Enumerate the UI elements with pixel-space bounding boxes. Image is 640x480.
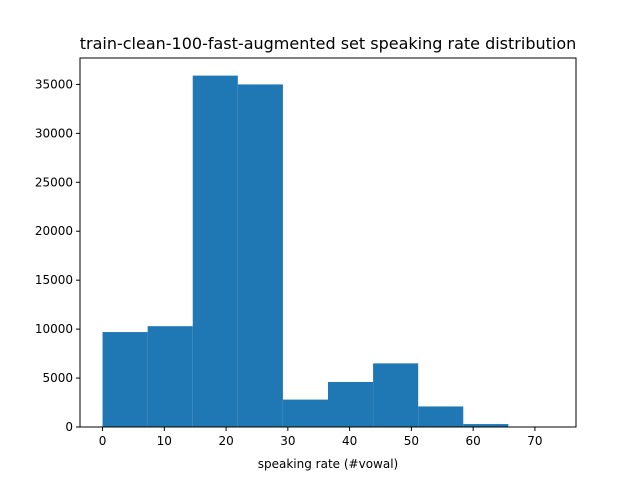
histogram-bar <box>282 399 328 427</box>
histogram-bar <box>192 75 238 427</box>
y-tick-label: 25000 <box>35 175 73 189</box>
x-tick-label: 0 <box>99 434 107 448</box>
x-tick-label: 20 <box>218 434 233 448</box>
x-tick-label: 10 <box>157 434 172 448</box>
plot-frame <box>79 57 577 428</box>
histogram-bar <box>102 332 148 427</box>
y-tick-label: 35000 <box>35 77 73 91</box>
y-tick-label: 5000 <box>42 371 73 385</box>
y-axis-ticks: 0 5000 10000 15000 20000 25000 30000 35000 <box>35 77 80 434</box>
y-tick-label: 15000 <box>35 273 73 287</box>
y-tick-label: 30000 <box>35 126 73 140</box>
histogram-bar <box>328 381 374 427</box>
y-tick-label: 0 <box>65 420 73 434</box>
histogram-bar <box>373 363 419 427</box>
histogram-bar <box>147 326 193 427</box>
histogram-bar <box>237 84 283 427</box>
bars-group <box>102 75 554 427</box>
x-tick-label: 40 <box>342 434 357 448</box>
y-tick-label: 10000 <box>35 322 73 336</box>
x-tick-label: 30 <box>280 434 295 448</box>
x-tick-label: 60 <box>466 434 481 448</box>
x-axis-ticks: 0 10 20 30 40 50 60 70 <box>99 427 543 448</box>
x-axis-label: speaking rate (#vowal) <box>258 457 398 471</box>
x-tick-label: 70 <box>527 434 542 448</box>
x-tick-label: 50 <box>404 434 419 448</box>
histogram-bar <box>463 424 509 427</box>
chart-title: train-clean-100-fast-augmented set speak… <box>80 34 577 53</box>
y-tick-label: 20000 <box>35 224 73 238</box>
histogram-bar <box>418 406 464 427</box>
